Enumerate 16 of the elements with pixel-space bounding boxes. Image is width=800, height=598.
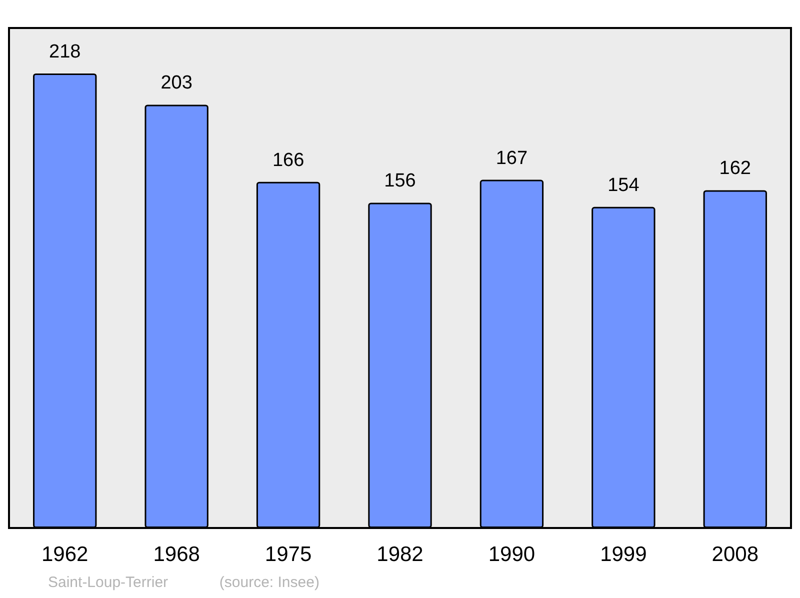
x-tick-label: 1990 bbox=[488, 543, 536, 566]
data-label: 154 bbox=[608, 174, 640, 196]
x-tick-label: 1975 bbox=[264, 543, 312, 566]
data-label: 166 bbox=[272, 150, 304, 171]
data-label: 218 bbox=[49, 41, 81, 62]
x-tick-label: 1968 bbox=[153, 543, 200, 566]
x-tick-label: 1999 bbox=[600, 543, 647, 566]
x-tick-label: 2008 bbox=[712, 543, 758, 566]
data-label: 167 bbox=[496, 148, 528, 169]
x-tick-label: 1962 bbox=[42, 543, 88, 566]
data-label: 203 bbox=[160, 72, 192, 94]
x-tick-label: 1982 bbox=[376, 543, 424, 566]
data-label: 156 bbox=[384, 170, 416, 192]
data-label: 162 bbox=[719, 158, 751, 180]
text: Saint-Loup-Terrier bbox=[48, 574, 168, 591]
text: (source: Insee) bbox=[219, 574, 320, 591]
